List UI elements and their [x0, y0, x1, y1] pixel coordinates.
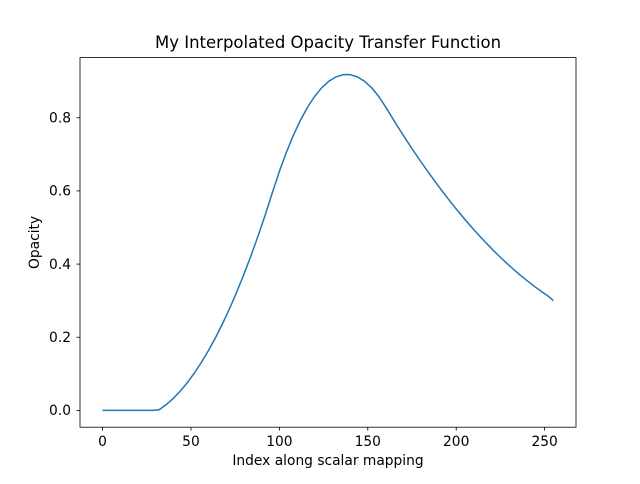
plot-area [79, 57, 577, 428]
x-tick-label: 200 [443, 434, 469, 450]
opacity-curve-line [102, 73, 554, 412]
x-tick-label: 50 [182, 434, 200, 450]
x-axis-ticks: 0 50 100 150 200 250 [98, 427, 558, 450]
x-tick-label: 100 [266, 434, 292, 450]
x-tick-label: 0 [98, 434, 107, 450]
y-axis-ticks: 0.0 0.2 0.4 0.6 0.8 [49, 111, 80, 419]
x-tick-label: 250 [531, 434, 557, 450]
x-axis-label: Index along scalar mapping [232, 453, 423, 469]
y-tick-label: 0.0 [49, 403, 71, 419]
chart-title: My Interpolated Opacity Transfer Functio… [155, 33, 501, 52]
y-tick-label: 0.4 [49, 257, 71, 273]
curve-layer [102, 73, 554, 412]
y-tick-label: 0.8 [49, 111, 71, 127]
y-tick-label: 0.6 [49, 184, 71, 200]
y-axis-label: Opacity [27, 216, 43, 269]
x-tick-label: 150 [355, 434, 381, 450]
y-tick-label: 0.2 [49, 330, 71, 346]
